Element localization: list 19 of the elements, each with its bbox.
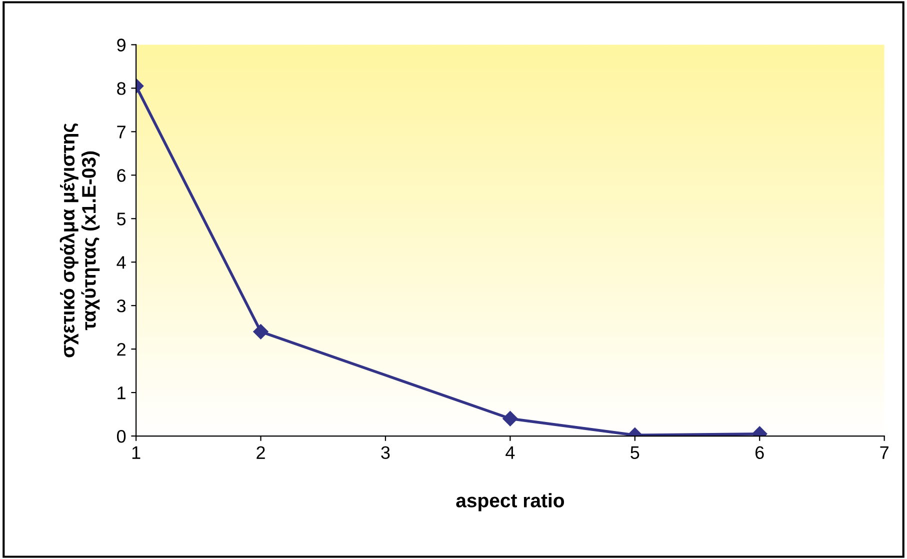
x-tick-label: 1 [132,446,140,459]
y-tick-label: 8 [117,82,126,95]
x-tick-label: 7 [880,446,888,459]
x-tick-label: 4 [506,446,515,459]
x-tick-label: 3 [381,446,390,460]
y-tick-label: 5 [117,212,126,226]
x-axis-title: aspect ratio [456,493,564,512]
y-tick-label: 0 [116,430,126,443]
y-tick-label: 9 [117,38,126,52]
y-tick-label: 4 [116,256,126,269]
y-tick-label: 6 [117,169,126,182]
y-axis-title: σχετικό σφάλμα μέγιστης ταχύτητας (x1.E-03) [60,123,100,358]
y-tick-label: 3 [116,300,126,312]
y-tick-label: 1 [118,386,126,400]
y-tick-label: 7 [117,126,126,138]
x-tick-label: 2 [256,446,265,459]
x-tick-label: 6 [756,446,764,460]
x-tick-label: 5 [630,446,640,460]
y-tick-label: 2 [117,343,126,356]
